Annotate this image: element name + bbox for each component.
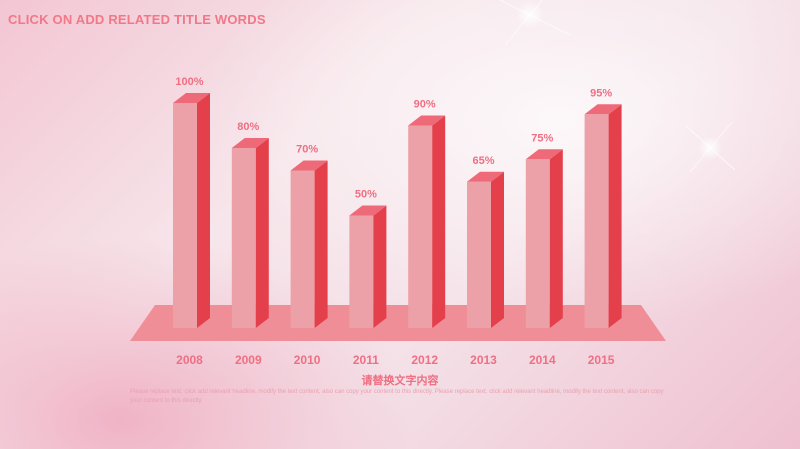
x-tick-label: 2011 [353,353,379,367]
bar-top [173,93,210,103]
bar-2013 [467,171,504,328]
bar-2010 [290,160,328,328]
x-tick-label: 2015 [588,353,615,367]
data-label: 95% [590,87,612,99]
data-label: 70% [296,144,318,156]
bar-side [255,138,269,328]
bar-2014 [525,149,563,328]
bar-front [408,125,433,328]
bar-front [467,181,491,328]
bar-top [231,138,269,148]
data-label: 50% [355,189,377,201]
x-tick-label: 2012 [411,353,438,367]
bar-top [584,104,622,115]
bar-2015 [584,104,622,328]
bar-side [608,104,622,328]
bar-side [314,160,328,328]
bar-2011 [349,205,387,328]
sparkle-icon [498,0,571,46]
data-label: 75% [531,132,553,144]
bar-top [408,115,446,126]
x-tick-label: 2008 [176,353,203,367]
description-text: Please replace text, click add relevant … [130,389,664,404]
bar-top [349,205,387,216]
bar-front [290,170,315,328]
bar-2008 [173,93,210,328]
bar-side [491,171,504,328]
bar-front [525,159,550,328]
bar-side [432,115,446,328]
x-tick-label: 2010 [294,353,321,367]
bar-side [373,205,387,328]
bar-front [584,114,609,328]
data-label: 65% [472,155,494,167]
x-tick-label: 2009 [235,353,262,367]
sparkle-icon [684,121,736,173]
bar-top [525,149,563,160]
data-label: 80% [237,121,259,133]
bar-front [173,103,197,328]
bar-front [231,148,256,328]
chart-caption: 请替换文字内容 [361,374,439,387]
bar-top [467,171,504,182]
bar-2009 [231,138,269,328]
x-tick-label: 2014 [529,353,556,367]
bar-2012 [408,115,446,328]
page-title: CLICK ON ADD RELATED TITLE WORDS [8,12,266,27]
bar-top [290,160,328,171]
x-tick-label: 2013 [470,353,497,367]
bar-side [549,149,563,328]
bar-side [197,93,210,328]
data-label: 90% [414,99,436,111]
bar-front [349,215,374,328]
data-label: 100% [175,76,203,88]
